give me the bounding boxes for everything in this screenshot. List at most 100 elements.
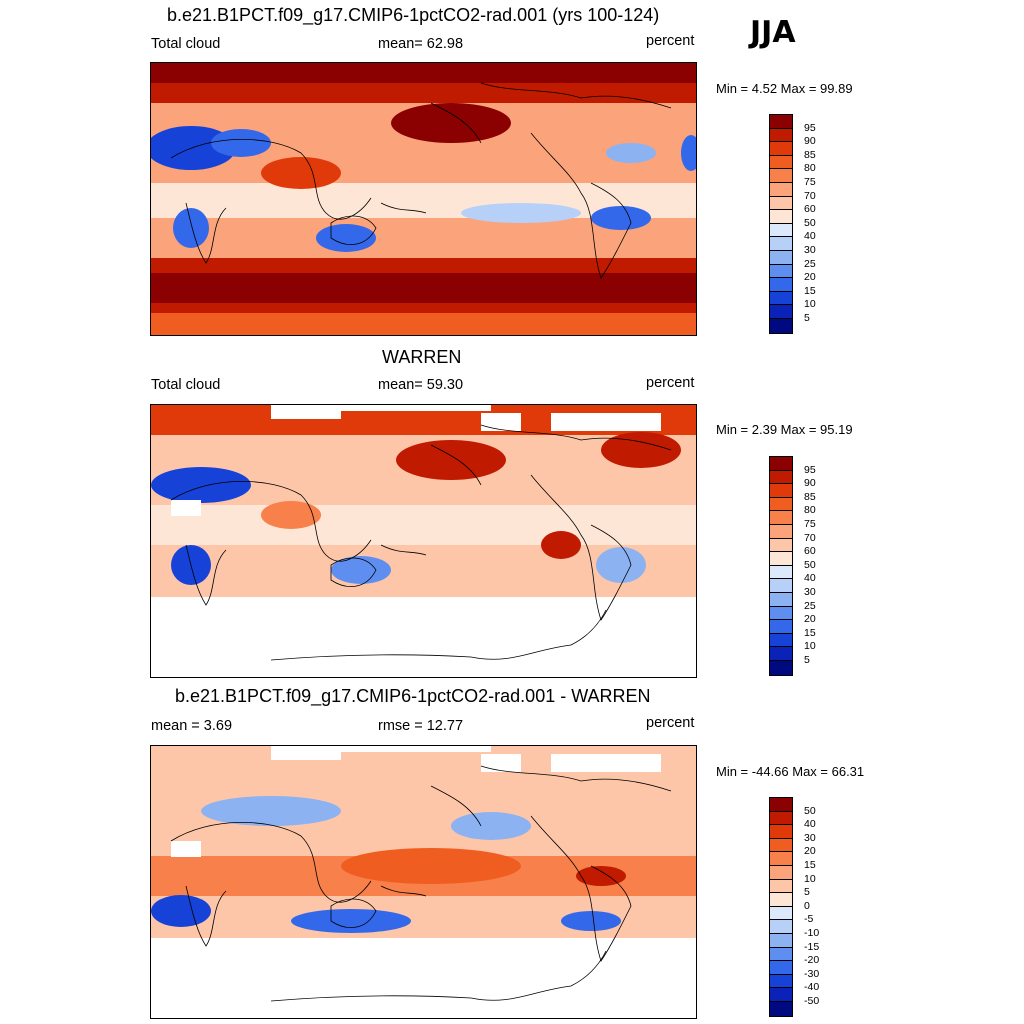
coastline (185, 544, 227, 606)
colorbar-tick-label: 80 (804, 504, 816, 517)
colorbar-tick-label: 25 (804, 599, 816, 612)
colorbar-swatch (770, 264, 792, 279)
colorbar-swatch (770, 920, 792, 934)
colorbar-swatch (770, 210, 792, 224)
coastline (430, 785, 482, 827)
colorbar-swatch (770, 155, 792, 170)
coastline (480, 765, 672, 792)
colorbar-tick-label: 15 (804, 284, 816, 297)
colorbar-swatch (770, 592, 792, 607)
colorbar-tick-label: 5 (804, 886, 810, 899)
coastline (170, 821, 372, 903)
panel2-units-label: percent (646, 375, 695, 391)
panel3-title: b.e21.B1PCT.f09_g17.CMIP6-1pctCO2-rad.00… (175, 686, 651, 706)
season-label: JJA (750, 15, 796, 50)
colorbar-swatch (770, 633, 792, 648)
coastline (380, 544, 427, 556)
colorbar-tick-label: 85 (804, 490, 816, 503)
map-field-region (151, 938, 696, 1018)
colorbar-tick-label: 50 (804, 804, 816, 817)
coastline (330, 557, 377, 587)
colorbar-swatch (770, 511, 792, 525)
colorbar-tick-label: 70 (804, 531, 816, 544)
coastline (530, 815, 632, 962)
map-field-region (316, 224, 376, 252)
panel2-mean-label: mean= 59.30 (378, 377, 464, 393)
colorbar-tick-label: 5 (804, 312, 810, 324)
colorbar-swatch (770, 865, 792, 880)
colorbar-tick-label: 5 (804, 654, 810, 666)
map-field-region (596, 547, 646, 583)
colorbar-tick-label: 30 (804, 586, 816, 598)
map-field-region (261, 157, 341, 189)
map-field-region (551, 413, 661, 431)
panel3-map (150, 745, 697, 1019)
panel1-units-label: percent (646, 33, 695, 49)
colorbar-swatch (770, 988, 792, 1002)
map-field-region (551, 754, 661, 772)
coastline (185, 202, 227, 264)
colorbar-tick-label: 90 (804, 477, 816, 490)
colorbar-tick-label: 90 (804, 135, 816, 148)
map-field-region (341, 848, 521, 884)
colorbar-tick-label: 15 (804, 626, 816, 639)
coastline (330, 215, 377, 245)
colorbar-tick-label: -5 (804, 913, 814, 926)
colorbar-tick-label: 20 (804, 845, 816, 858)
coastline (185, 885, 227, 947)
colorbar-swatch (770, 852, 792, 866)
map-field-region (151, 505, 696, 545)
colorbar-swatch (770, 538, 792, 553)
map-field-region (541, 531, 581, 559)
colorbar-swatch (770, 961, 792, 975)
map-field-region (211, 129, 271, 157)
map-field-region (461, 203, 581, 223)
colorbar-swatch (770, 182, 792, 197)
colorbar-tick-label: 30 (804, 831, 816, 844)
colorbar-tick-label: 60 (804, 545, 816, 558)
map-field-region (261, 501, 321, 529)
panel3-mean-label: mean = 3.69 (151, 718, 233, 734)
map-field-region (201, 796, 341, 826)
map-field-region (606, 143, 656, 163)
map-field-region (271, 746, 341, 760)
map-field-region (681, 135, 696, 171)
colorbar-tick-label: 15 (804, 859, 816, 871)
colorbar-tick-label: 75 (804, 176, 816, 188)
colorbar-tick-label: -30 (804, 967, 820, 980)
colorbar-swatch (770, 278, 792, 292)
colorbar-tick-label: 10 (804, 640, 816, 653)
antarctica-coastline (270, 950, 607, 1002)
map-field-region (576, 866, 626, 886)
map-field-region (151, 63, 696, 83)
coastline (380, 202, 427, 214)
map-field-region (151, 313, 696, 335)
coastline (380, 885, 427, 897)
colorbar-tick-label: 10 (804, 872, 816, 885)
colorbar-tick-label: 85 (804, 148, 816, 161)
coastline (430, 444, 482, 486)
panel2-min-max: Min = 2.39 Max = 95.19 (716, 422, 853, 437)
map-field-region (481, 413, 521, 431)
colorbar-tick-label: 60 (804, 203, 816, 216)
panel3-colorbar (769, 797, 793, 1017)
colorbar-swatch (770, 893, 792, 907)
colorbar-tick-label: 20 (804, 613, 816, 626)
coastline (330, 898, 377, 928)
map-field-region (396, 440, 506, 480)
colorbar-tick-label: 10 (804, 298, 816, 311)
colorbar-swatch (770, 237, 792, 251)
panel2-title: WARREN (382, 347, 462, 367)
map-field-region (391, 103, 511, 143)
colorbar-swatch (770, 647, 792, 661)
colorbar-swatch (770, 838, 792, 853)
map-field-region (291, 909, 411, 933)
colorbar-tick-label: 95 (804, 121, 816, 134)
colorbar-swatch (770, 620, 792, 634)
colorbar-tick-label: -40 (804, 981, 820, 994)
map-field-region (451, 812, 531, 840)
panel1-title: b.e21.B1PCT.f09_g17.CMIP6-1pctCO2-rad.00… (167, 5, 660, 25)
panel2-colorbar (769, 456, 793, 676)
map-field-region (481, 754, 521, 772)
colorbar-tick-label: 25 (804, 257, 816, 270)
